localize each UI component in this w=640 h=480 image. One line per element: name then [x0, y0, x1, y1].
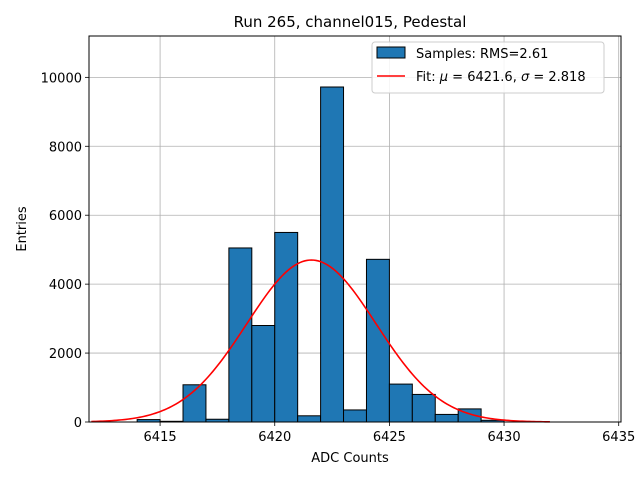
- legend-fit-prefix: Fit:: [416, 70, 440, 85]
- histogram-bars: [136, 86, 505, 423]
- legend-fit-mu-value: = 6421.6,: [448, 70, 521, 85]
- histogram-bar: [388, 383, 413, 423]
- fit-curve: [91, 259, 550, 423]
- y-tick-label: 0: [74, 416, 82, 431]
- y-tick-label: 4000: [49, 278, 82, 293]
- chart-title: Run 265, channel015, Pedestal: [234, 13, 467, 31]
- x-tick-label: 6415: [144, 430, 177, 445]
- fit-curve-layer: [91, 259, 550, 423]
- x-tick-label: 6425: [373, 430, 406, 445]
- histogram-bar: [434, 413, 459, 423]
- legend-fit-sigma-value: = 2.818: [529, 70, 585, 85]
- legend-samples-swatch: [376, 46, 406, 59]
- histogram-bar: [320, 86, 345, 423]
- axis-ticks: 6415 6420 6425 6430 6435 0 2000 4000 6000 8000 100…: [41, 71, 636, 445]
- histogram-bar: [343, 409, 367, 423]
- x-tick-label: 6435: [602, 430, 635, 445]
- legend-box: [371, 41, 605, 94]
- legend-fit-label: Fit: μ = 6421.6, σ = 2.818: [416, 70, 586, 85]
- y-tick-label: 2000: [49, 347, 82, 362]
- x-tick-label: 6420: [258, 430, 291, 445]
- histogram-bar: [365, 258, 390, 423]
- y-tick-label: 6000: [49, 209, 82, 224]
- histogram-bar: [274, 231, 299, 423]
- histogram-bar: [297, 415, 322, 423]
- y-axis-label: Entries: [15, 206, 30, 252]
- x-axis-label: ADC Counts: [311, 451, 389, 466]
- x-tick-label: 6430: [488, 430, 521, 445]
- histogram-bar: [251, 325, 276, 423]
- legend-fit-mu-symbol: μ: [439, 70, 448, 85]
- legend-fit-sigma-symbol: σ: [521, 70, 530, 85]
- histogram-bar: [411, 393, 436, 423]
- plot-frame: [88, 35, 622, 423]
- legend-samples-label: Samples: RMS=2.61: [416, 47, 548, 62]
- y-tick-label: 10000: [41, 71, 82, 86]
- y-tick-label: 8000: [49, 140, 82, 155]
- legend: Samples: RMS=2.61 Fit: μ = 6421.6, σ = 2…: [371, 41, 605, 94]
